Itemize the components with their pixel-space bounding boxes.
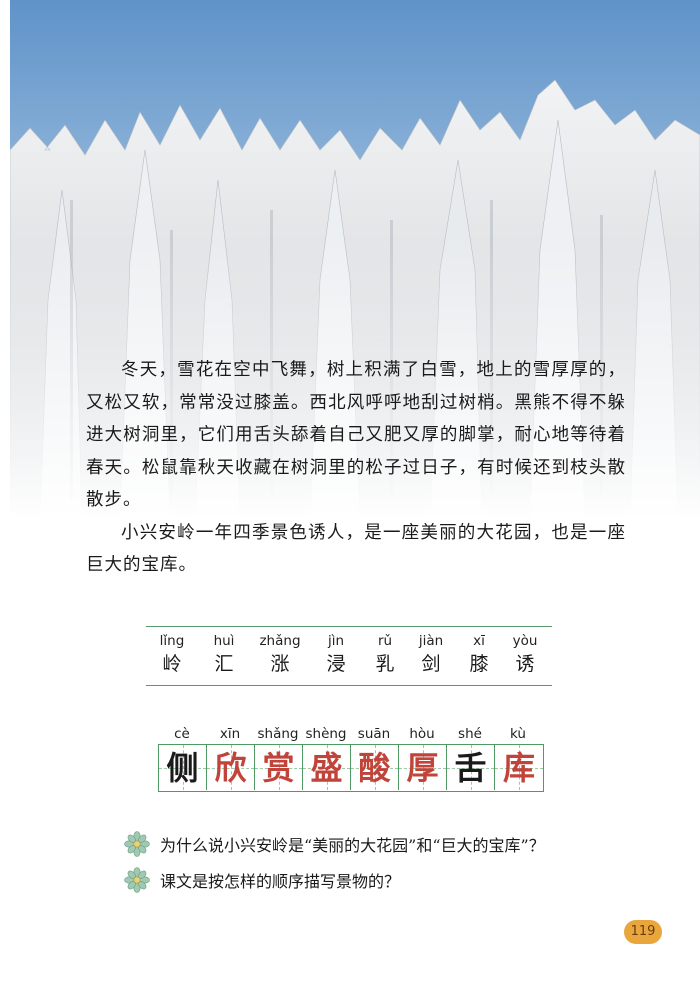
grid-cell: 库 xyxy=(495,745,543,790)
grid-char: 盛 xyxy=(310,748,343,787)
vocab-char: 涨 xyxy=(270,653,290,675)
snow-forest-photo xyxy=(10,0,700,520)
vocab-char: 乳 xyxy=(375,653,395,675)
writing-pinyin: suān xyxy=(357,726,391,742)
vocab-read-item: jìn 浸 xyxy=(306,631,366,677)
vocab-pinyin: xī xyxy=(473,633,485,649)
vocab-read-item: lǐng 岭 xyxy=(142,631,202,677)
question-item: 为什么说小兴安岭是“美丽的大花园”和“巨大的宝库”？ xyxy=(124,826,644,862)
writing-pinyin: shèng xyxy=(305,726,347,742)
writing-pinyin: shé xyxy=(458,726,482,742)
grid-char: 欣 xyxy=(214,748,247,787)
writing-pinyin: kù xyxy=(510,726,526,742)
discussion-questions: 为什么说小兴安岭是“美丽的大花园”和“巨大的宝库”？ 课文是按怎样的顺序描写景物… xyxy=(124,826,644,898)
vocab-char: 膝 xyxy=(469,653,489,675)
lesson-passage: 冬天，雪花在空中飞舞，树上积满了白雪，地上的雪厚厚的，又松又软，常常没过膝盖。西… xyxy=(86,354,626,582)
question-item: 课文是按怎样的顺序描写景物的？ xyxy=(124,862,644,898)
vocab-read-item: rǔ 乳 xyxy=(355,631,415,677)
grid-cell: 厚 xyxy=(399,745,447,790)
vocab-char: 剑 xyxy=(421,653,441,675)
grid-cell: 盛 xyxy=(303,745,351,790)
vocab-char: 汇 xyxy=(214,653,234,675)
grid-char: 酸 xyxy=(358,748,391,787)
vocab-read-item: yòu 诱 xyxy=(495,631,555,677)
vocab-pinyin: rǔ xyxy=(377,633,393,649)
writing-pinyin: cè xyxy=(174,726,190,742)
grid-cell: 欣 xyxy=(207,745,255,790)
writing-pinyin: xīn xyxy=(219,726,241,742)
vocab-read-item: huì 汇 xyxy=(194,631,254,677)
writing-pinyin-row: cè xīn shǎng shèng suān hòu shé kù xyxy=(158,724,544,744)
vocab-read-item: jiàn 剑 xyxy=(401,631,461,677)
writing-pinyin: shǎng xyxy=(257,726,299,742)
writing-grid-row: 侧 欣 赏 盛 酸 厚 舌 库 xyxy=(158,744,544,792)
passage-paragraph-1: 冬天，雪花在空中飞舞，树上积满了白雪，地上的雪厚厚的，又松又软，常常没过膝盖。西… xyxy=(86,360,626,510)
grid-cell: 酸 xyxy=(351,745,399,790)
vocab-pinyin: zhǎng xyxy=(259,633,301,649)
flower-icon xyxy=(124,867,150,893)
grid-cell: 舌 xyxy=(447,745,495,790)
grid-cell: 侧 xyxy=(159,745,207,790)
vocab-char: 浸 xyxy=(326,653,346,675)
grid-char: 厚 xyxy=(406,748,439,787)
writing-pinyin: hòu xyxy=(409,726,435,742)
flower-icon xyxy=(124,831,150,857)
question-text: 课文是按怎样的顺序描写景物的？ xyxy=(160,872,401,891)
grid-char: 赏 xyxy=(262,748,295,787)
grid-char: 舌 xyxy=(454,748,487,787)
vocab-pinyin: yòu xyxy=(512,633,538,649)
vocab-char: 诱 xyxy=(515,653,535,675)
vocab-pinyin: lǐng xyxy=(159,633,185,649)
grid-cell: 赏 xyxy=(255,745,303,790)
passage-paragraph-2: 小兴安岭一年四季景色诱人，是一座美丽的大花园，也是一座巨大的宝库。 xyxy=(86,522,626,576)
question-text: 为什么说小兴安岭是“美丽的大花园”和“巨大的宝库”？ xyxy=(160,836,545,855)
vocab-pinyin: jìn xyxy=(327,633,345,649)
vocab-char: 岭 xyxy=(162,653,182,675)
page-number: 119 xyxy=(624,920,662,944)
writing-grid: cè xīn shǎng shèng suān hòu shé kù 侧 欣 赏… xyxy=(158,724,544,792)
reading-vocabulary-box: lǐng 岭 huì 汇 zhǎng 涨 jìn 浸 rǔ 乳 jiàn 剑 x… xyxy=(146,626,552,686)
grid-char: 库 xyxy=(502,748,535,787)
vocab-pinyin: jiàn xyxy=(418,633,444,649)
grid-char: 侧 xyxy=(166,748,199,787)
vocab-read-item: zhǎng 涨 xyxy=(250,631,310,677)
vocab-read-item: xī 膝 xyxy=(449,631,509,677)
vocab-pinyin: huì xyxy=(213,633,235,649)
